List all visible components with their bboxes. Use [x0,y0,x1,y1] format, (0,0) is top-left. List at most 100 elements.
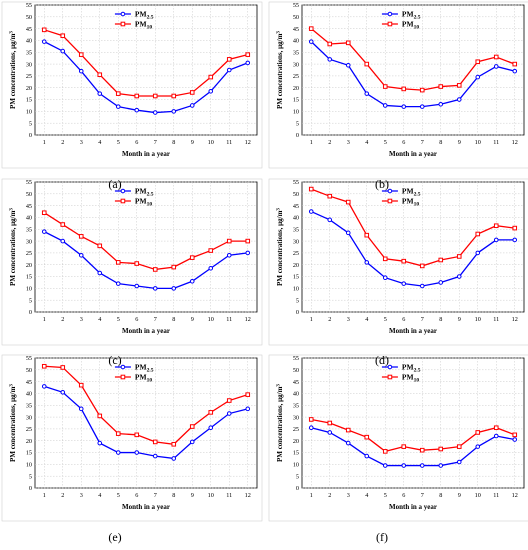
data-point [364,232,370,238]
x-tick-label: 2 [61,139,64,146]
data-point [78,406,84,412]
x-tick-label: 6 [402,139,405,146]
data-point [97,91,103,96]
y-tick-label: 15 [26,450,32,457]
data-point [493,425,499,431]
data-point [60,238,66,244]
panel-frame [268,1,528,169]
x-tick-label: 8 [439,316,442,323]
x-tick-label: 5 [384,139,387,146]
x-tick-label: 4 [98,316,101,323]
data-point [134,283,140,289]
legend-marker [387,198,393,204]
x-tick-label: 11 [493,492,499,499]
panel-label-c: (c) [108,353,122,367]
series-pm10 [308,186,518,269]
data-point [226,57,232,62]
x-tick-label: 5 [117,139,120,146]
x-tick-label: 4 [365,316,368,323]
data-point [208,425,214,431]
data-point [308,186,314,192]
x-tick-label: 3 [80,139,83,146]
y-tick-label: 5 [296,120,299,127]
x-tick-label: 1 [43,492,46,499]
data-point [245,406,251,412]
data-point [327,420,333,426]
data-point [115,431,121,436]
data-point [208,265,214,271]
x-axis-label: Month in a year [389,327,437,335]
data-point [41,384,47,389]
series-pm25 [308,39,518,109]
x-tick-label: 2 [61,316,64,323]
series-line [43,212,248,271]
data-point [245,238,251,244]
x-tick-label: 10 [208,492,214,499]
legend-label: PM2.5 [402,363,421,374]
data-point [419,447,425,453]
y-tick-label: 30 [293,61,299,68]
y-tick-label: 10 [26,462,32,469]
data-point [475,430,481,435]
y-tick-label: 5 [29,120,32,127]
data-point [97,72,103,78]
x-tick-label: 6 [402,492,405,499]
plot-area [301,4,525,136]
x-tick-label: 4 [98,139,101,146]
data-point [475,74,481,80]
data-point [512,432,518,438]
x-tick-label: 2 [328,492,331,499]
x-tick-label: 10 [208,139,214,146]
legend-marker [387,374,393,380]
y-tick-label: 25 [293,426,299,433]
x-axis-label: Month in a year [122,503,170,511]
x-tick-label: 12 [245,139,251,146]
data-point [438,84,444,89]
y-axis-label: PM concentrations, µg/m3 [9,208,17,286]
x-tick-label: 5 [384,492,387,499]
x-tick-label: 3 [80,316,83,323]
x-tick-label: 12 [512,139,518,146]
y-tick-label: 30 [26,414,32,421]
y-tick-label: 15 [293,97,299,104]
x-tick-label: 10 [208,316,214,323]
y-tick-label: 15 [26,97,32,104]
series-line [311,418,515,453]
y-tick-label: 40 [293,215,299,222]
y-tick-label: 35 [26,49,32,56]
y-tick-label: 25 [293,73,299,80]
legend-marker [387,21,393,27]
series-pm10 [41,27,251,99]
plot-area [34,357,258,489]
plot-area [34,181,258,313]
legend-label: PM10 [135,197,152,208]
x-tick-label: 10 [475,316,481,323]
x-tick-label: 9 [458,139,461,146]
data-point [327,217,333,223]
series-pm10 [41,363,251,447]
y-axis-label: PM concentrations, µg/m3 [9,31,17,109]
data-point [345,62,351,68]
y-axis-label: PM concentrations, µg/m3 [276,208,284,286]
panel-label-e: (e) [108,530,122,544]
y-tick-label: 55 [26,179,32,186]
y-tick-label: 25 [26,426,32,433]
y-tick-label: 15 [293,450,299,457]
data-point [208,74,214,80]
data-point [208,410,214,415]
x-tick-label: 7 [421,492,424,499]
x-axis-label: Month in a year [122,150,170,158]
x-tick-label: 3 [347,492,350,499]
y-tick-label: 45 [293,26,299,33]
data-point [171,93,177,99]
data-point [438,101,444,107]
data-point [364,61,370,67]
x-tick-label: 11 [226,492,232,499]
data-point [493,433,499,439]
data-point [308,39,314,44]
data-point [512,68,518,74]
y-tick-label: 10 [293,109,299,116]
